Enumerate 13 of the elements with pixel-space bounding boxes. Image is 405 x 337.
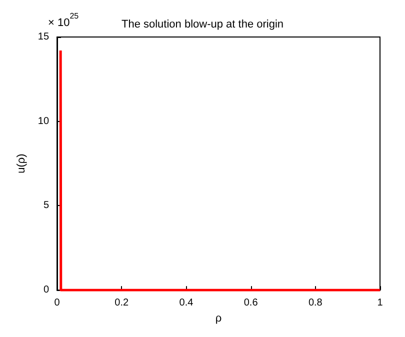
x-tick-label: 0.4 <box>179 298 194 309</box>
y-tick-label: 5 <box>43 200 50 212</box>
x-tick-label: 1 <box>377 298 384 309</box>
y-axis-title: u(ρ) <box>16 154 28 174</box>
y-tick-label: 15 <box>38 32 50 42</box>
chart-title: The solution blow-up at the origin <box>121 18 284 30</box>
x-tick-label: 0.6 <box>244 298 258 309</box>
x-tick-label: 0.8 <box>308 298 323 309</box>
x-axis-title: ρ <box>215 312 222 324</box>
y-tick-label: 0 <box>43 284 50 296</box>
x-tick-label: 0.2 <box>114 298 130 309</box>
y-tick-label: 10 <box>38 116 50 127</box>
x-tick-label: 0 <box>54 298 60 309</box>
